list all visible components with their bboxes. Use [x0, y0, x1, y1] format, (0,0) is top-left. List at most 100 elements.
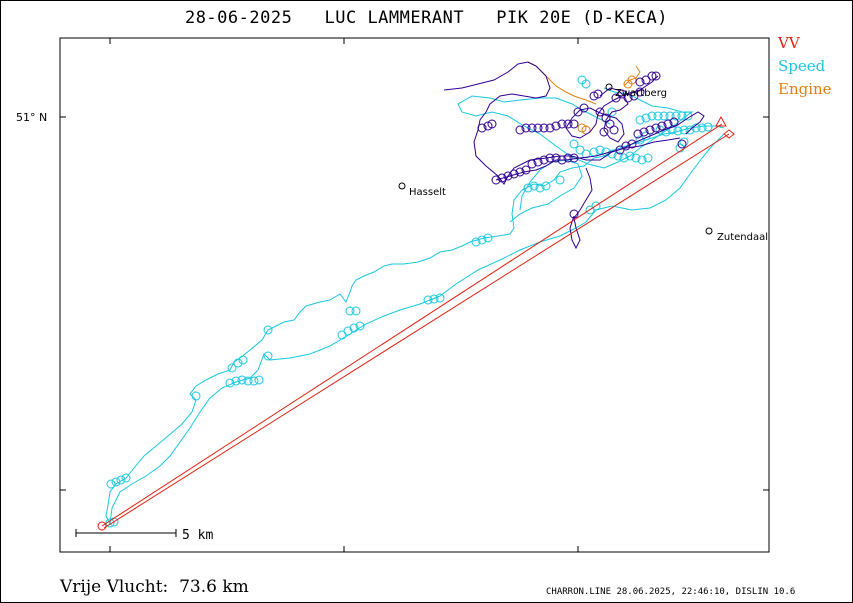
track-marker-28: [579, 103, 589, 113]
track-marker-6: [509, 169, 519, 179]
speed-marker-36: [595, 145, 605, 155]
speed-marker-8: [231, 376, 241, 386]
track-marker-43: [633, 129, 643, 139]
scale-bar-label: 5 km: [182, 528, 213, 543]
speed-marker-28: [477, 235, 487, 245]
speed-marker-6: [191, 391, 201, 401]
track-marker-17: [515, 125, 525, 135]
speed-track-outbound: [105, 125, 725, 525]
track-marker-16: [569, 153, 579, 163]
track-marker-11: [539, 155, 549, 165]
place-marker-zwartberg: [605, 83, 613, 91]
track-marker-25: [563, 119, 573, 129]
track-marker-10: [533, 157, 543, 167]
track-marker-33: [599, 127, 609, 137]
track-marker-22: [545, 123, 555, 133]
flight-track: [443, 61, 705, 250]
speed-track-return: [109, 133, 725, 525]
track-marker-47: [657, 121, 667, 131]
speed-marker-18: [337, 330, 347, 340]
speed-marker-52: [679, 125, 689, 135]
track-marker-46: [651, 123, 661, 133]
track-marker-44: [639, 127, 649, 137]
track-marker-23: [551, 121, 561, 131]
place-label-zutendaal: Zutendaal: [717, 232, 768, 243]
speed-marker-74: [679, 137, 689, 147]
speed-marker-60: [653, 111, 663, 121]
y-tick-label: 51° N: [16, 111, 47, 124]
track-marker-24: [557, 119, 567, 129]
speed-marker-2: [106, 479, 116, 489]
track-marker-12: [545, 153, 555, 163]
speed-marker-27: [471, 237, 481, 247]
track-marker-8: [521, 165, 531, 175]
speed-marker-26: [435, 293, 445, 303]
track-marker-32: [609, 125, 619, 135]
speed-marker-13: [227, 363, 237, 373]
speed-marker-38: [607, 149, 617, 159]
speed-circles: [105, 75, 713, 528]
track-marker-14: [557, 155, 567, 165]
speed-marker-25: [429, 294, 439, 304]
speed-marker-51: [673, 126, 683, 136]
place-marker-hasselt: [398, 182, 406, 190]
speed-marker-72: [585, 205, 595, 215]
speed-marker-56: [703, 122, 713, 132]
speed-marker-7: [225, 378, 235, 388]
track-marker-9: [527, 159, 537, 169]
track-marker-26: [569, 119, 579, 129]
speed-marker-53: [685, 125, 695, 135]
speed-marker-55: [697, 123, 707, 133]
track-marker-51: [621, 141, 631, 151]
vv-turnpoint-marker: [715, 115, 727, 127]
speed-marker-21: [355, 321, 365, 331]
track-marker-56: [677, 139, 687, 149]
speed-marker-43: [637, 155, 647, 165]
track-marker-41: [647, 71, 657, 81]
flight-track-north: [443, 61, 705, 185]
speed-marker-17: [263, 325, 273, 335]
speed-marker-10: [243, 376, 253, 386]
speed-marker-22: [345, 306, 355, 316]
speed-marker-12: [254, 375, 264, 385]
map-area-border: [59, 37, 770, 553]
track-marker-2: [487, 119, 497, 129]
speed-marker-41: [625, 151, 635, 161]
track-marker-15: [563, 153, 573, 163]
vv-start-marker: [97, 521, 107, 531]
speed-marker-20: [349, 323, 359, 333]
place-label-hasselt: Hasselt: [409, 187, 446, 198]
speed-marker-45: [569, 139, 579, 149]
vv-line-2: [103, 133, 730, 529]
speed-marker-67: [581, 79, 591, 89]
speed-marker-4: [116, 475, 126, 485]
flight-track-south: [569, 167, 593, 250]
speed-marker-33: [541, 181, 551, 191]
vv-end-marker: [723, 129, 735, 139]
legend-item-speed: Speed: [778, 57, 826, 75]
speed-marker-5: [121, 473, 131, 483]
speed-marker-19: [343, 326, 353, 336]
footer-info: CHARRON.LINE 28.06.2025, 22:46:10, DISLI…: [546, 587, 796, 597]
speed-marker-29: [483, 233, 493, 243]
speed-track-local: [457, 87, 694, 169]
track-marker-5: [503, 171, 513, 181]
speed-marker-34: [555, 175, 565, 185]
speed-track: [105, 87, 725, 525]
track-marker-29: [595, 107, 605, 117]
free-flight-distance: Vrije Vlucht: 73.6 km: [60, 577, 249, 597]
speed-marker-57: [635, 115, 645, 125]
speed-marker-23: [351, 306, 361, 316]
place-label-zwartberg: Zwartberg: [615, 88, 667, 99]
track-marker-48: [663, 119, 673, 129]
flight-track-loops: [565, 75, 659, 143]
speed-marker-30: [523, 183, 533, 193]
legend-item-engine: Engine: [778, 80, 832, 98]
flight-track-west: [495, 137, 681, 181]
places: Hasselt Zutendaal Zwartberg: [398, 83, 768, 243]
legend: VV Speed Engine: [778, 32, 832, 101]
speed-marker-70: [607, 107, 617, 117]
vv-line-1: [101, 123, 723, 527]
track-marker-42: [651, 71, 661, 81]
speed-marker-9: [237, 375, 247, 385]
